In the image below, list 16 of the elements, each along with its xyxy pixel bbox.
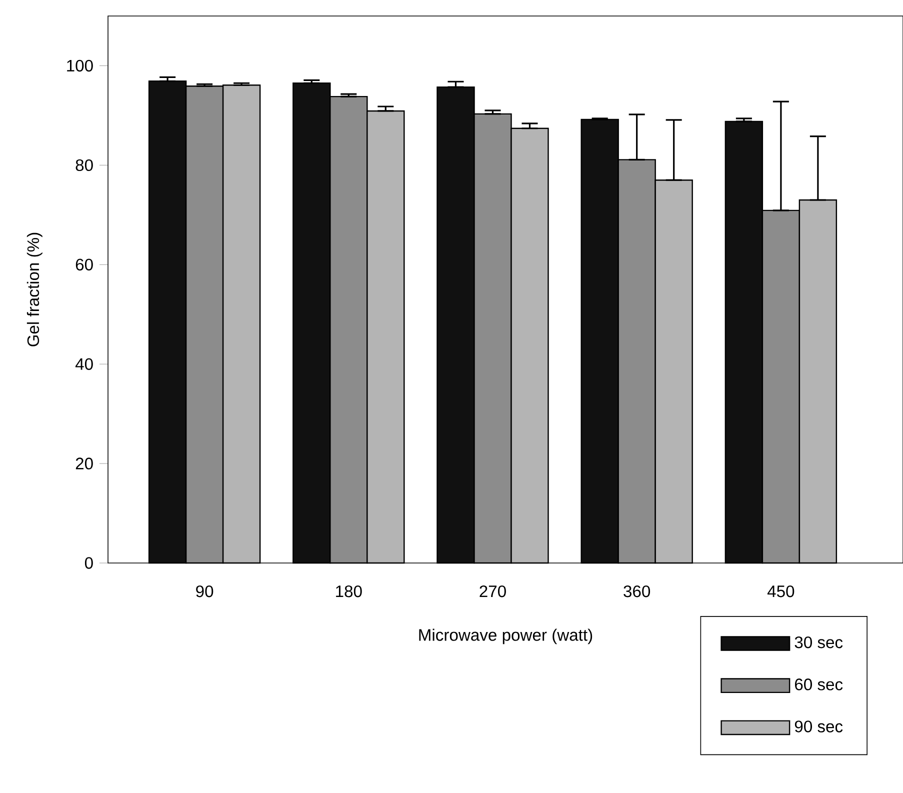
legend-label: 30 sec [794, 636, 843, 648]
legend-label: 90 sec [794, 720, 843, 732]
y-tick-label: 40 [75, 358, 93, 370]
x-tick-label: 180 [336, 585, 362, 598]
y-axis-title: Gel fraction (%) [26, 232, 42, 346]
x-axis-title: Microwave power (watt) [419, 628, 592, 644]
x-tick-label: 90 [196, 585, 214, 598]
y-tick-label: 20 [76, 458, 93, 470]
y-tick-label: 80 [76, 159, 93, 172]
x-tick-label: 270 [480, 585, 506, 598]
x-tick-label: 450 [767, 585, 794, 598]
x-tick-label: 360 [624, 585, 650, 598]
legend-label: 60 sec [795, 678, 843, 690]
y-tick-label: 60 [76, 258, 93, 271]
y-tick-label: 0 [84, 557, 93, 569]
y-tick-label: 100 [67, 60, 93, 72]
